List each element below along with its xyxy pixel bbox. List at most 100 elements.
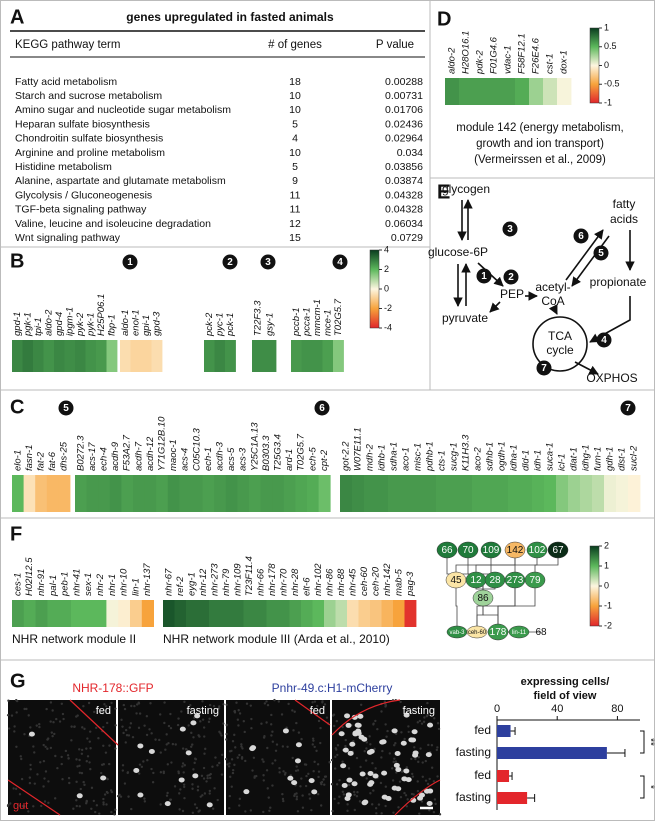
- network-node: [480, 541, 502, 559]
- nucleus: [408, 737, 415, 743]
- gene-label: sucl-2: [629, 445, 640, 471]
- texture: [236, 756, 239, 759]
- texture: [313, 745, 316, 749]
- step-number: 6: [578, 231, 584, 242]
- gene-label: C05C10.3: [191, 428, 202, 471]
- texture: [208, 773, 211, 777]
- gene-label: ref-2: [175, 576, 186, 596]
- texture: [60, 702, 64, 705]
- texture: [426, 782, 430, 786]
- heatmap-cell: [174, 600, 187, 627]
- texture: [203, 735, 206, 738]
- heatmap-cell: [324, 600, 336, 627]
- texture: [427, 743, 430, 747]
- texture: [29, 726, 32, 729]
- texture: [244, 810, 247, 813]
- texture: [228, 750, 232, 753]
- texture: [129, 722, 133, 725]
- gene-label: nhr-273: [209, 563, 220, 596]
- y-tick-label: fed: [474, 768, 491, 782]
- gene-label: pag-3: [405, 571, 416, 597]
- texture: [82, 704, 85, 708]
- texture: [280, 713, 284, 716]
- nucleus: [347, 750, 354, 756]
- heatmap-cell: [307, 475, 319, 512]
- texture: [191, 783, 194, 786]
- texture: [211, 807, 215, 810]
- texture: [412, 793, 415, 796]
- gene-label: nhr-28: [290, 568, 301, 596]
- pathway-term: Fatty acid metabolism: [15, 76, 117, 88]
- gene-label: dox-1: [559, 50, 570, 74]
- texture: [142, 760, 145, 763]
- gene-label: acdh-7: [133, 441, 144, 471]
- texture: [341, 790, 345, 793]
- texture: [316, 793, 320, 796]
- texture: [240, 745, 243, 748]
- pathway-term: Wnt signaling pathway: [15, 232, 121, 244]
- node-label: lin-11: [512, 630, 527, 636]
- nucleus: [354, 722, 361, 728]
- texture: [315, 749, 318, 753]
- colorbar-tick-label: 0: [604, 580, 609, 590]
- texture: [102, 744, 105, 748]
- pathway-term: Starch and sucrose metabolism: [15, 90, 162, 102]
- texture: [27, 714, 30, 717]
- heatmap-cell: [33, 340, 44, 372]
- gene-label: ceh-20: [370, 566, 381, 596]
- nucleus: [294, 758, 301, 764]
- table-header: # of genes: [268, 39, 322, 51]
- texture: [338, 795, 341, 798]
- step-marker: [573, 228, 589, 244]
- texture: [237, 709, 240, 712]
- texture: [384, 723, 387, 726]
- texture: [278, 767, 281, 770]
- texture: [7, 803, 10, 807]
- gene-label: maoc-1: [168, 439, 179, 471]
- heatmap-cell: [75, 475, 87, 512]
- step-number: 2: [508, 272, 514, 283]
- texture: [271, 740, 275, 743]
- heatmap-cell: [557, 78, 572, 105]
- texture: [438, 813, 442, 816]
- heatmap-cell: [347, 600, 359, 627]
- gene-count: 10: [289, 147, 301, 159]
- p-value: 0.06034: [385, 218, 423, 230]
- gene-label: nhr-142: [382, 563, 393, 596]
- metabolite: PEP: [500, 287, 524, 301]
- texture: [352, 790, 356, 794]
- gene-label: gdh-1: [605, 447, 616, 471]
- metabolite: pyruvate: [442, 311, 488, 325]
- heatmap-cell: [12, 600, 25, 627]
- step-marker: [332, 254, 348, 270]
- micrograph: [226, 700, 330, 815]
- texture: [277, 700, 281, 703]
- texture: [407, 730, 410, 734]
- texture: [43, 777, 46, 780]
- texture: [159, 803, 162, 806]
- texture: [222, 722, 225, 725]
- node-label: 28: [489, 575, 501, 586]
- texture: [262, 760, 265, 763]
- nucleus: [179, 726, 186, 732]
- nucleus: [405, 777, 412, 783]
- texture: [435, 748, 439, 752]
- texture: [33, 751, 36, 754]
- texture: [177, 770, 180, 773]
- texture: [169, 726, 173, 730]
- bar: [497, 792, 528, 804]
- gene-label: nhr-178: [267, 563, 278, 596]
- p-value: 0.03874: [385, 175, 423, 187]
- texture: [193, 803, 197, 806]
- texture: [212, 704, 216, 708]
- texture: [331, 714, 335, 717]
- gene-label: nhr-88: [336, 568, 347, 596]
- texture: [320, 782, 323, 786]
- node-label: 86: [477, 593, 489, 604]
- texture: [44, 770, 48, 773]
- texture: [203, 752, 206, 755]
- heatmap-cell: [75, 340, 86, 372]
- heatmap-cell: [260, 475, 273, 512]
- gut-label: gut: [13, 800, 28, 812]
- texture: [437, 727, 441, 731]
